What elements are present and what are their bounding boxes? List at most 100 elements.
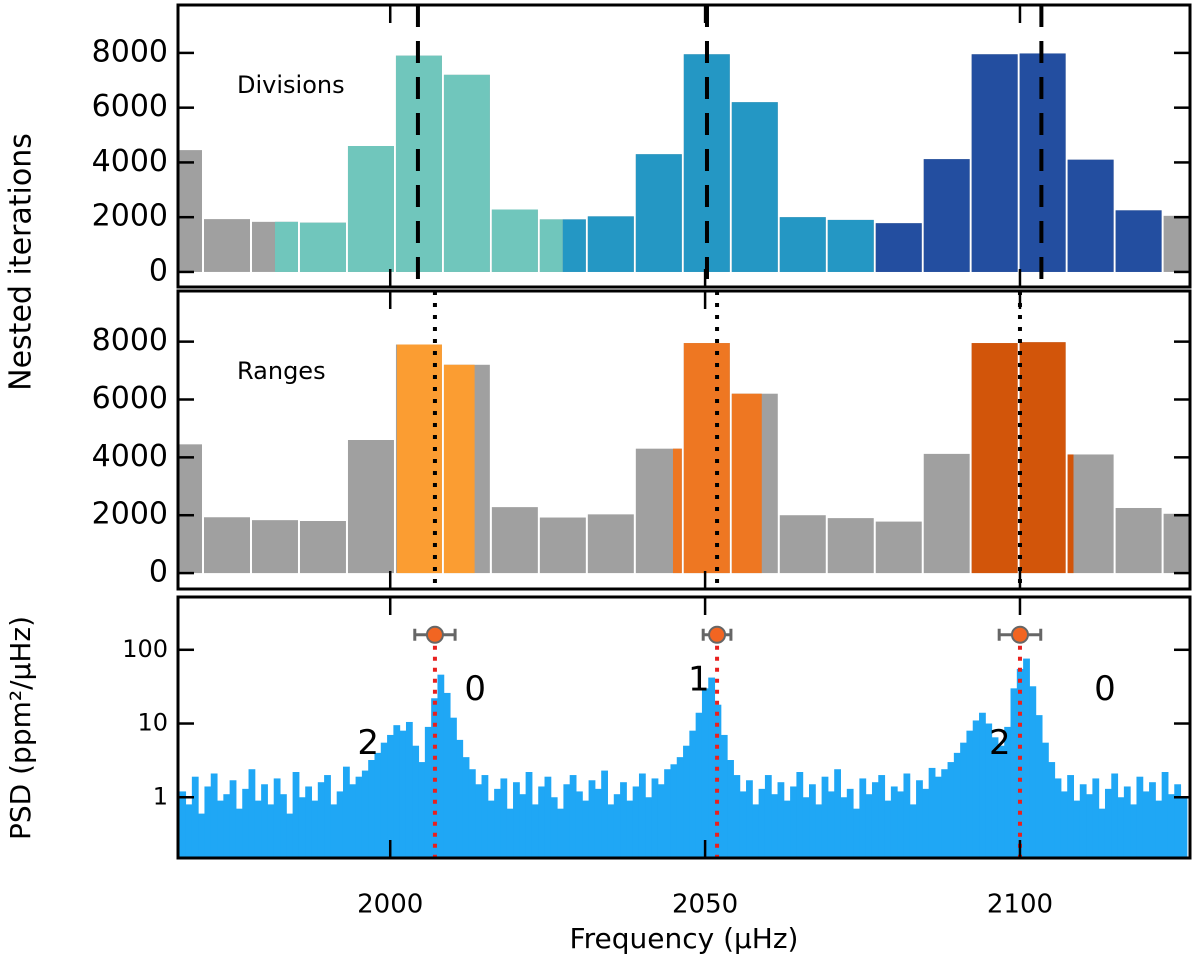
psd-bar <box>1048 762 1056 858</box>
bar-segment <box>1067 454 1074 574</box>
psd-bar <box>683 745 690 858</box>
psd-bar <box>544 776 552 858</box>
y-tick-label: 6000 <box>92 381 168 416</box>
psd-bar <box>853 808 860 858</box>
psd-bar <box>720 734 728 858</box>
mode-label: 0 <box>464 669 486 709</box>
psd-bar <box>1086 794 1093 858</box>
psd-bar <box>267 804 275 858</box>
psd-bar <box>1029 686 1037 858</box>
mode-label: 2 <box>989 723 1011 763</box>
psd-bar <box>966 730 974 858</box>
psd-bar <box>664 769 671 858</box>
psd-bar <box>538 786 546 858</box>
marker <box>708 625 727 644</box>
bar-segment <box>1019 342 1066 574</box>
bar <box>1115 507 1162 574</box>
psd-bar <box>997 745 1005 858</box>
psd-bar <box>531 804 539 858</box>
psd-bar <box>821 776 829 858</box>
psd-bar <box>242 788 250 858</box>
y-tick-label: 0 <box>149 555 168 590</box>
psd-bar <box>405 721 413 858</box>
psd-bar <box>1123 786 1131 858</box>
psd-bar <box>1060 791 1068 858</box>
psd-bar <box>1016 668 1024 858</box>
psd-bar <box>1092 778 1100 858</box>
psd-bar <box>909 804 917 858</box>
bar <box>251 520 298 574</box>
bar <box>178 150 203 272</box>
panel-frame <box>176 289 1192 591</box>
psd-bar <box>790 786 797 858</box>
psd-bar <box>481 775 489 858</box>
psd-bar <box>1098 808 1106 858</box>
psd-bar <box>336 791 344 858</box>
psd-bar <box>771 794 779 858</box>
psd-bar <box>298 797 306 858</box>
y-tick-label: 2000 <box>92 497 168 532</box>
psd-bar <box>953 752 961 858</box>
psd-bar <box>796 772 804 858</box>
psd-bar <box>437 674 445 858</box>
bar-segment <box>779 217 826 272</box>
psd-bar <box>273 778 281 858</box>
psd-bar <box>1155 800 1163 858</box>
psd-bar <box>500 778 508 858</box>
psd-bar <box>575 791 583 858</box>
bar-segment <box>1115 210 1162 272</box>
bar-segment <box>539 219 563 272</box>
y-tick-label: 4000 <box>92 439 168 474</box>
plot-area <box>179 625 1188 858</box>
psd-bar <box>317 782 325 858</box>
bar-segment <box>274 221 298 272</box>
bar <box>539 517 586 574</box>
psd-bar <box>185 804 193 858</box>
psd-bar <box>1079 784 1087 858</box>
psd-bar <box>632 786 640 858</box>
psd-bar <box>601 770 608 858</box>
bar-segment <box>1067 159 1114 272</box>
psd-bar <box>827 791 835 858</box>
psd-bar <box>897 791 904 858</box>
bar <box>875 521 922 574</box>
psd-bar <box>462 757 470 858</box>
psd-bar <box>223 794 231 858</box>
bar <box>347 440 394 574</box>
psd-bar <box>280 794 287 858</box>
y-tick-label: 0 <box>149 253 168 288</box>
psd-bar <box>1067 775 1074 858</box>
psd-bar <box>878 775 886 858</box>
psd-bar <box>424 726 432 858</box>
psd-bar <box>569 775 577 858</box>
psd-bar <box>235 808 243 858</box>
psd-bar <box>494 788 501 858</box>
psd-bar <box>1010 688 1018 858</box>
psd-bar <box>846 788 854 858</box>
bar-segment <box>731 393 762 574</box>
psd-bar <box>651 778 659 858</box>
psd-bar <box>1117 797 1125 858</box>
y-tick-label: 6000 <box>92 89 168 124</box>
psd-bar <box>418 762 426 858</box>
y-tick-label: 1 <box>153 782 168 810</box>
psd-bar <box>254 800 262 858</box>
psd-bar <box>393 725 401 858</box>
psd-bar <box>1174 784 1182 858</box>
marker <box>425 625 444 644</box>
psd-bar <box>834 769 841 858</box>
psd-bar <box>1111 773 1119 858</box>
psd-bar <box>380 742 388 858</box>
bar <box>299 521 346 574</box>
psd-bar <box>890 786 898 858</box>
bar-segment <box>562 219 586 272</box>
psd-bar <box>355 776 363 858</box>
psd-bar <box>947 762 955 858</box>
psd-bar <box>594 788 602 858</box>
psd-bar <box>764 775 772 858</box>
psd-bar <box>261 784 268 858</box>
bar-segment <box>971 343 1018 574</box>
psd-bar <box>468 769 476 858</box>
